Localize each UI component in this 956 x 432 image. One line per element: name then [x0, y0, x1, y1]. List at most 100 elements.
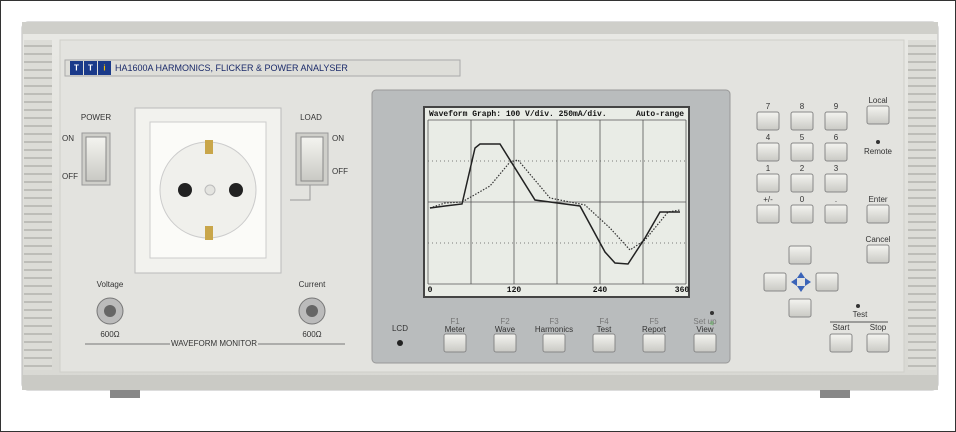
- key-label: .: [835, 195, 837, 204]
- key-name: F1: [450, 317, 460, 326]
- panel-rect: [908, 40, 936, 370]
- button: [866, 333, 890, 353]
- label: OFF: [332, 167, 348, 176]
- button: [788, 245, 812, 265]
- key-label: 2: [800, 164, 805, 173]
- key-label: 5: [800, 133, 805, 142]
- button: [790, 142, 814, 162]
- label: LOAD: [300, 113, 322, 122]
- button: [866, 204, 890, 224]
- key-name: F4: [599, 317, 609, 326]
- key-label: Enter: [868, 195, 887, 204]
- button: [693, 333, 717, 353]
- panel-circle: [397, 340, 403, 346]
- key-label: Start: [833, 323, 851, 332]
- button: [592, 333, 616, 353]
- panel-path: [429, 143, 680, 265]
- logo-letter: T: [74, 64, 79, 73]
- key-label: +/-: [763, 195, 773, 204]
- button: [824, 204, 848, 224]
- button: [542, 333, 566, 353]
- screen-header: Waveform Graph: 100 V/div. 250mA/div.: [429, 110, 607, 119]
- button: [824, 173, 848, 193]
- label: 600Ω: [302, 330, 321, 339]
- key-label: Stop: [870, 323, 887, 332]
- panel-circle: [229, 183, 243, 197]
- logo-letter: i: [103, 64, 105, 73]
- panel-path: [429, 159, 681, 251]
- button: [824, 111, 848, 131]
- key-label: 4: [766, 133, 771, 142]
- panel-rect: [205, 140, 213, 154]
- key-label: 9: [834, 102, 839, 111]
- button: [642, 333, 666, 353]
- screen-axis-label: 120: [507, 286, 522, 295]
- button: [866, 105, 890, 125]
- panel-rect: [110, 390, 140, 398]
- product-title: HA1600A HARMONICS, FLICKER & POWER ANALY…: [115, 63, 348, 73]
- panel-rect: [205, 226, 213, 240]
- button: [790, 111, 814, 131]
- label: Test: [853, 310, 868, 319]
- key-label: View: [696, 325, 713, 334]
- button: [866, 244, 890, 264]
- button: [756, 173, 780, 193]
- screen-range: Auto-range: [636, 110, 684, 119]
- panel-rect: [84, 61, 97, 75]
- key-label: 0: [800, 195, 805, 204]
- panel-circle: [104, 305, 116, 317]
- label: Current: [299, 280, 326, 289]
- key-label: Report: [642, 325, 667, 334]
- key-label: Local: [868, 96, 887, 105]
- button: [790, 204, 814, 224]
- key-name: F3: [549, 317, 559, 326]
- panel-circle: [710, 321, 714, 325]
- key-label: 6: [834, 133, 839, 142]
- panel-rect: [70, 61, 83, 75]
- label: Remote: [864, 147, 893, 156]
- panel-g: [427, 119, 687, 285]
- key-label: 3: [834, 164, 839, 173]
- led: [856, 304, 860, 308]
- panel-rect: [22, 22, 938, 34]
- button: [493, 333, 517, 353]
- panel-rect: [22, 375, 938, 390]
- button: [756, 111, 780, 131]
- screen-axis-label: 240: [593, 286, 608, 295]
- panel-path: [290, 185, 311, 201]
- button: [829, 333, 853, 353]
- panel-rect: [85, 136, 107, 182]
- panel-circle: [204, 184, 216, 196]
- button: [788, 298, 812, 318]
- button: [443, 333, 467, 353]
- key-label: Wave: [495, 325, 516, 334]
- panel-circle: [306, 305, 318, 317]
- key-label: Test: [597, 325, 612, 334]
- screen-axis-label: 0: [428, 286, 433, 295]
- label: WAVEFORM MONITOR: [171, 339, 257, 348]
- label: ON: [62, 134, 74, 143]
- label: OFF: [62, 172, 78, 181]
- screen-axis-label: 360: [675, 286, 690, 295]
- key-label: 7: [766, 102, 771, 111]
- key-name: Set up: [693, 317, 717, 326]
- key-label: Cancel: [866, 235, 891, 244]
- logo-letter: T: [88, 64, 93, 73]
- button: [763, 272, 787, 292]
- button: [824, 142, 848, 162]
- key-label: 8: [800, 102, 805, 111]
- panel-circle: [178, 183, 192, 197]
- panel-rect: [98, 61, 111, 75]
- key-label: Harmonics: [535, 325, 573, 334]
- label: Voltage: [97, 280, 124, 289]
- panel-rect: [64, 59, 461, 77]
- panel-rect: [300, 136, 324, 182]
- panel-circle: [710, 311, 714, 315]
- label: POWER: [81, 113, 111, 122]
- label: LCD: [392, 324, 408, 333]
- button: [815, 272, 839, 292]
- key-label: Meter: [445, 325, 466, 334]
- key-label: 1: [766, 164, 771, 173]
